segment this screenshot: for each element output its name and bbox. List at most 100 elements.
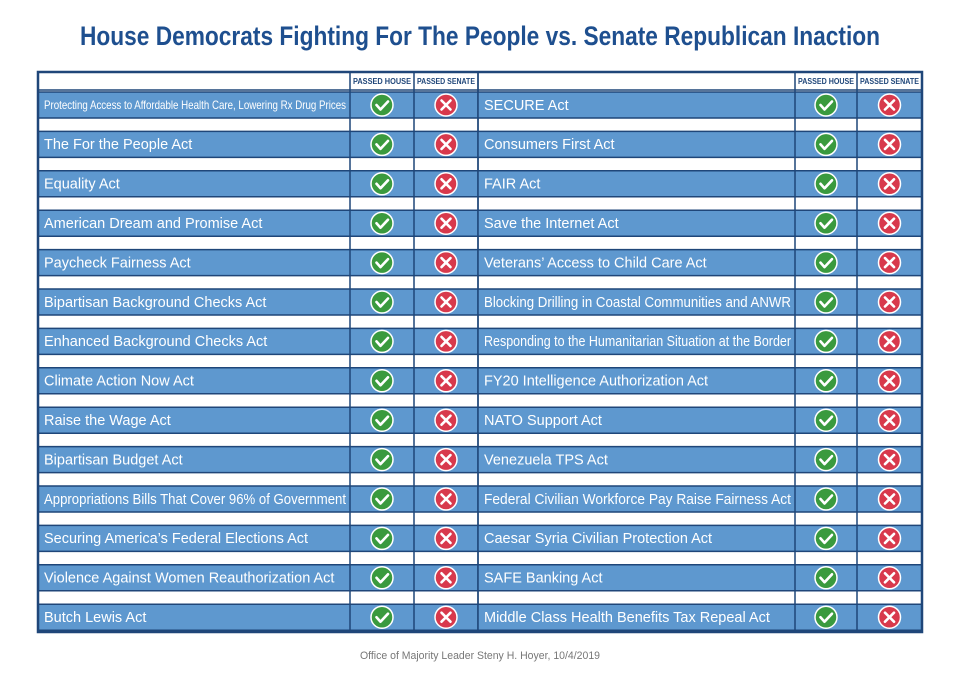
- check-mark: [375, 415, 390, 426]
- x-mark: [883, 296, 896, 308]
- x-mark: [883, 572, 896, 584]
- row-band: [38, 525, 478, 552]
- check-mark: [819, 297, 834, 308]
- row-band: [478, 525, 922, 552]
- bill-name: Federal Civilian Workforce Pay Raise Fai…: [484, 492, 791, 508]
- x-mark: [883, 532, 896, 545]
- column-header: PASSED HOUSE: [798, 77, 855, 86]
- bill-name: Raise the Wage Act: [44, 413, 171, 429]
- x-mark: [440, 375, 452, 387]
- bill-name: Enhanced Background Checks Act: [44, 334, 267, 350]
- row-band: [38, 407, 478, 434]
- bill-name: Protecting Access to Affordable Health C…: [44, 98, 346, 112]
- bill-name: Butch Lewis Act: [44, 610, 146, 626]
- check-mark: [819, 533, 834, 545]
- check-icon: [370, 132, 394, 157]
- bill-name: SAFE Banking Act: [484, 571, 602, 587]
- bill-name: Consumers First Act: [484, 137, 615, 153]
- x-mark: [883, 453, 896, 466]
- bill-name: FY20 Intelligence Authorization Act: [484, 374, 708, 390]
- table-border: [36, 70, 924, 634]
- check-icon: [370, 408, 394, 432]
- check-mark: [375, 454, 390, 466]
- footer: Office of Majority Leader Steny H. Hoyer…: [360, 650, 600, 662]
- check-icon: [370, 487, 394, 511]
- x-mark: [440, 99, 452, 111]
- x-mark: [883, 493, 896, 505]
- bill-name: Venezuela TPS Act: [484, 452, 608, 468]
- bill-name: Responding to the Humanitarian Situation…: [484, 334, 791, 350]
- check-icon: [814, 211, 838, 235]
- bill-name: Veterans’ Access to Child Care Act: [484, 255, 707, 271]
- check-icon: [370, 172, 394, 196]
- bill-name: The For the People Act: [44, 137, 192, 153]
- check-mark: [375, 179, 390, 190]
- x-mark: [883, 611, 896, 623]
- bill-name: Appropriations Bills That Cover 96% of G…: [44, 492, 346, 508]
- row-band: [38, 92, 478, 118]
- check-icon: [370, 250, 394, 275]
- check-icon: [814, 447, 838, 472]
- x-mark: [440, 532, 452, 545]
- column-header: PASSED HOUSE: [353, 77, 412, 86]
- check-icon: [814, 132, 838, 157]
- check-icon: [814, 487, 838, 511]
- bill-name: Save the Internet Act: [484, 216, 619, 232]
- bill-name: Climate Action Now Act: [44, 374, 194, 390]
- bill-name: Equality Act: [44, 177, 120, 193]
- row-band: [478, 367, 922, 394]
- check-icon: [370, 447, 394, 472]
- row-band: [38, 486, 478, 512]
- bill-name: Bipartisan Budget Act: [44, 452, 183, 468]
- title: House Democrats Fighting For The People …: [80, 21, 880, 51]
- check-icon: [814, 290, 838, 314]
- x-mark: [883, 99, 896, 111]
- row-band: [38, 210, 478, 237]
- row-band: [478, 486, 922, 512]
- check-mark: [819, 336, 834, 348]
- row-band: [478, 170, 922, 197]
- check-icon: [814, 408, 838, 432]
- bill-name: Securing America’s Federal Elections Act: [44, 531, 308, 547]
- check-mark: [819, 494, 834, 505]
- row-band: [38, 328, 478, 355]
- check-mark: [375, 257, 390, 269]
- check-icon: [370, 93, 394, 117]
- x-mark: [440, 453, 452, 466]
- row-band: [478, 564, 922, 591]
- bill-name: Caesar Syria Civilian Protection Act: [484, 531, 712, 547]
- x-mark: [883, 256, 896, 269]
- x-mark: [440, 335, 452, 348]
- check-mark: [375, 336, 390, 348]
- row-band: [38, 249, 478, 276]
- row-band: [478, 289, 922, 315]
- x-mark: [883, 178, 896, 190]
- check-mark: [819, 257, 834, 269]
- x-mark: [883, 217, 896, 229]
- row-band: [478, 328, 922, 355]
- check-mark: [819, 139, 834, 151]
- row-band: [478, 92, 922, 118]
- row-band: [38, 604, 478, 631]
- bill-name: American Dream and Promise Act: [44, 216, 262, 232]
- row-band: [38, 131, 478, 158]
- x-mark: [440, 493, 452, 505]
- column-header: PASSED SENATE: [860, 77, 920, 86]
- row-band: [38, 564, 478, 591]
- check-icon: [814, 93, 838, 117]
- check-icon: [370, 526, 394, 551]
- bill-name: NATO Support Act: [484, 413, 602, 429]
- bill-name: Paycheck Fairness Act: [44, 255, 191, 271]
- check-icon: [370, 211, 394, 235]
- check-mark: [819, 376, 834, 387]
- check-icon: [370, 369, 394, 393]
- check-mark: [819, 179, 834, 190]
- x-mark: [883, 138, 896, 151]
- check-mark: [819, 100, 834, 111]
- row-band: [478, 131, 922, 158]
- check-icon: [370, 605, 394, 629]
- check-icon: [814, 329, 838, 354]
- check-mark: [819, 218, 834, 229]
- x-mark: [440, 414, 452, 426]
- check-mark: [375, 376, 390, 387]
